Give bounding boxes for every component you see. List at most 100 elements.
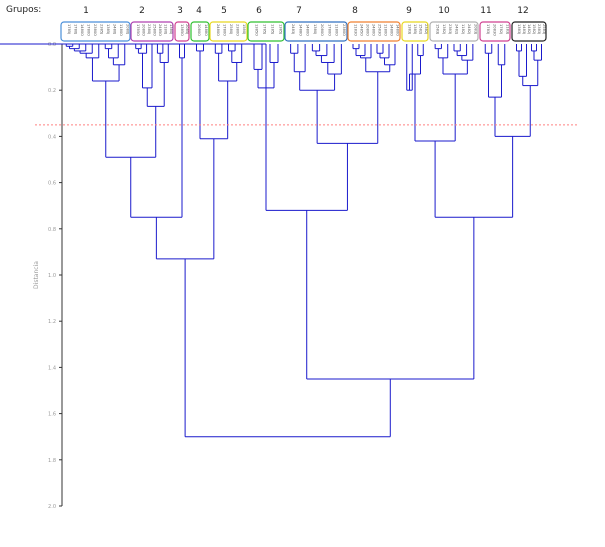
y-tick-label: 2.0 [48, 504, 56, 510]
leaf-label: 1488O [204, 24, 208, 36]
group-frame-4 [190, 21, 210, 42]
leaf-label: 2583O [378, 24, 382, 36]
leaf-label: 1383J [407, 24, 411, 34]
leaf-label: 1185J [271, 24, 275, 34]
group-number-2: 2 [139, 6, 145, 16]
leaf-label: 2083O [492, 24, 496, 36]
leaf-label: 2080O [197, 24, 201, 36]
leaf-label: 2580J [229, 24, 233, 34]
leaf-label: 1180J [163, 24, 167, 34]
group-frame-7 [284, 21, 348, 42]
y-tick-label: 1.4 [48, 365, 56, 371]
y-axis-label: Distancia [33, 261, 40, 289]
leaf-label: 1582J [418, 24, 422, 34]
leaf-label: 1385J [413, 24, 417, 34]
group-frame-3 [174, 21, 190, 42]
leaf-label: 1785O [136, 24, 140, 36]
group-frame-1 [60, 21, 131, 42]
leaf-label: 1483J [522, 24, 526, 34]
leaf-labels: 1785J 1780J 1480O 1780O 2380O 2385J 1385J 2480J… [67, 24, 546, 36]
leaf-label: 2485O [158, 24, 162, 36]
leaf-label: 1385J [279, 24, 283, 34]
leaf-label: 1583J [436, 24, 440, 34]
y-axis: 0.0 0.2 0.4 0.6 0.8 1.0 1.2 1.4 1.6 1.8 2.0 [48, 42, 63, 510]
group-frame-6 [247, 21, 285, 42]
group-number-1: 1 [83, 6, 89, 16]
leaf-label: 1780O [327, 24, 331, 36]
leaf-label: 1180O [384, 24, 388, 36]
leaf-label: 1385O [255, 24, 259, 36]
leaf-label: 2480O [372, 24, 376, 36]
leaf-label: 1480O [396, 24, 400, 36]
leaf-label: 1480O [306, 24, 310, 36]
leaf-label: 1780O [86, 24, 90, 36]
group-numbers: 1 2 3 4 5 6 7 8 9 10 11 12 [83, 6, 529, 16]
leaf-label: 2583J [542, 24, 546, 34]
leaf-label: 2383J [537, 24, 541, 34]
y-tick-label: 0.0 [48, 42, 56, 48]
leaf-label: 2382J [424, 24, 428, 34]
y-tick-label: 0.4 [48, 134, 56, 140]
y-tick-label: 1.2 [48, 319, 56, 325]
y-tick-label: 0.8 [48, 227, 56, 233]
leaf-label: 1783J [486, 24, 490, 34]
y-tick-label: 0.6 [48, 181, 56, 187]
group-number-9: 9 [406, 6, 412, 16]
group-frames [60, 21, 547, 42]
leaf-label: 1385J [106, 24, 110, 34]
leaf-label: 1180O [119, 24, 123, 36]
group-number-11: 11 [480, 6, 491, 16]
leaf-label: 1380J [313, 24, 317, 34]
leaf-label: 2485O [360, 24, 364, 36]
leaf-label: 1580J [242, 24, 246, 34]
y-tick-label: 1.8 [48, 458, 56, 464]
leaf-label: 1780O [222, 24, 226, 36]
leaf-label: 1382J [442, 24, 446, 34]
group-number-7: 7 [296, 6, 302, 16]
group-number-5: 5 [221, 6, 227, 16]
leaf-label: 2380J [147, 24, 151, 34]
y-tick-label: 1.6 [48, 412, 56, 418]
leaf-label: 2385J [99, 24, 103, 34]
leaf-label: 1480O [390, 24, 394, 36]
leaf-label: 2380O [236, 24, 240, 36]
leaf-label: 2580O [153, 24, 157, 36]
group-frame-9 [401, 21, 429, 42]
leaf-label: 2080O [320, 24, 324, 36]
group-number-12: 12 [517, 6, 528, 16]
leaf-label: 1785J [67, 24, 71, 34]
group-number-3: 3 [177, 6, 183, 16]
leaf-label: 2480J [112, 24, 116, 34]
leaf-label: 1182J [461, 24, 465, 34]
leaf-label: 2085J [185, 24, 189, 34]
leaf-label: 1180O [335, 24, 339, 36]
leaf-label: 1780J [73, 24, 77, 34]
leaf-label: 1183J [505, 24, 509, 34]
leaf-label: 1383J [517, 24, 521, 34]
group-frame-10 [429, 21, 479, 42]
leaf-label: 1582J [532, 24, 536, 34]
group-number-4: 4 [196, 6, 202, 16]
y-tick-label: 0.2 [48, 88, 56, 94]
group-number-10: 10 [438, 6, 450, 16]
group-frame-2 [130, 21, 174, 42]
leaf-label: 1482J [527, 24, 531, 34]
leaf-label: 1183O [354, 24, 358, 36]
leaf-label: 2483J [291, 24, 295, 34]
leaf-label: 2080J [125, 24, 129, 34]
group-frame-11 [479, 21, 511, 42]
groups-label: Grupos: [6, 5, 41, 15]
leaf-label: 1380J [169, 24, 173, 34]
group-frame-12 [511, 21, 547, 42]
dendrogram-branches [0, 43, 542, 438]
group-number-8: 8 [352, 6, 358, 16]
leaf-label: 2080O [366, 24, 370, 36]
group-frame-8 [347, 21, 401, 42]
leaf-label: 1785J [263, 24, 267, 34]
leaf-label: 2482J [467, 24, 471, 34]
leaf-label: 2380O [342, 24, 346, 36]
leaf-label: 2083J [473, 24, 477, 34]
y-tick-label: 1.0 [48, 273, 56, 279]
leaf-label: 2380O [93, 24, 97, 36]
